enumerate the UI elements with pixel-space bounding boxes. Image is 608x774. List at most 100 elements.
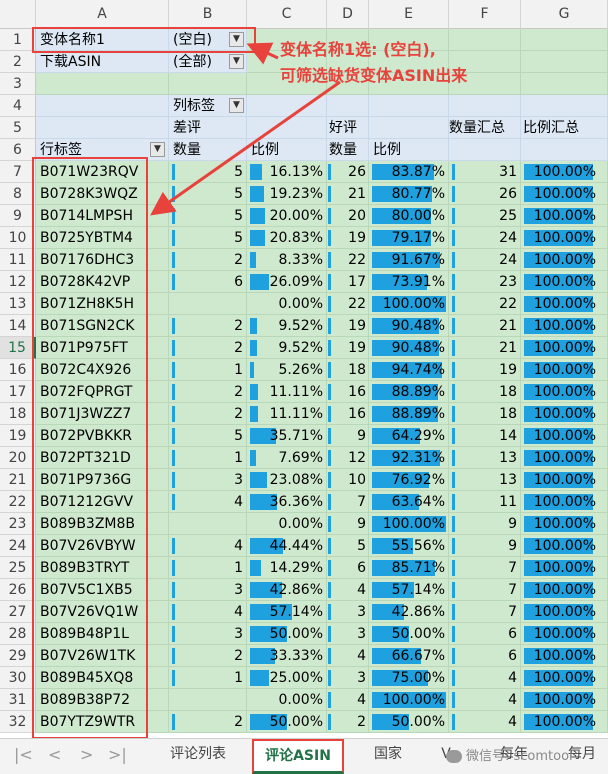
sheet-cell[interactable] bbox=[327, 513, 369, 535]
row-header[interactable]: 19 bbox=[0, 425, 36, 447]
sheet-cell[interactable] bbox=[36, 513, 169, 535]
row-header[interactable]: 22 bbox=[0, 491, 36, 513]
sheet-cell[interactable] bbox=[327, 469, 369, 491]
dropdown-arrow-icon[interactable]: ▼ bbox=[229, 54, 244, 69]
prev-sheet-icon[interactable]: < bbox=[48, 745, 62, 764]
first-sheet-icon[interactable]: |< bbox=[14, 745, 33, 764]
sheet-cell[interactable] bbox=[169, 315, 247, 337]
sheet-cell[interactable] bbox=[169, 579, 247, 601]
sheet-cell[interactable] bbox=[327, 205, 369, 227]
sheet-cell[interactable] bbox=[449, 359, 521, 381]
sheet-cell[interactable] bbox=[327, 117, 369, 139]
sheet-cell[interactable] bbox=[169, 711, 247, 733]
sheet-cell[interactable] bbox=[247, 557, 327, 579]
sheet-cell[interactable] bbox=[449, 117, 521, 139]
sheet-cell[interactable] bbox=[369, 139, 449, 161]
row-header[interactable]: 9 bbox=[0, 205, 36, 227]
sheet-cell[interactable] bbox=[327, 711, 369, 733]
row-header[interactable]: 5 bbox=[0, 117, 36, 139]
next-sheet-icon[interactable]: > bbox=[80, 745, 94, 764]
sheet-cell[interactable] bbox=[36, 579, 169, 601]
sheet-cell[interactable] bbox=[449, 337, 521, 359]
sheet-cell[interactable] bbox=[327, 557, 369, 579]
sheet-cell[interactable] bbox=[449, 139, 521, 161]
sheet-cell[interactable] bbox=[36, 139, 169, 161]
column-header[interactable]: D bbox=[327, 0, 369, 29]
filter-active-icon[interactable]: ▼ bbox=[150, 142, 165, 157]
dropdown-arrow-icon[interactable]: ▼ bbox=[229, 98, 244, 113]
sheet-cell[interactable] bbox=[36, 667, 169, 689]
sheet-cell[interactable] bbox=[36, 227, 169, 249]
sheet-cell[interactable] bbox=[327, 645, 369, 667]
sheet-tab[interactable]: 评论ASIN bbox=[252, 739, 344, 774]
sheet-cell[interactable] bbox=[327, 667, 369, 689]
column-header[interactable]: F bbox=[449, 0, 521, 29]
column-header[interactable]: A bbox=[36, 0, 169, 29]
sheet-cell[interactable] bbox=[327, 249, 369, 271]
sheet-tab[interactable]: 评论列表 bbox=[170, 746, 226, 762]
sheet-cell[interactable] bbox=[449, 249, 521, 271]
sheet-cell[interactable] bbox=[169, 403, 247, 425]
sheet-cell[interactable] bbox=[169, 51, 247, 73]
row-header[interactable]: 15 bbox=[0, 337, 36, 359]
sheet-cell[interactable] bbox=[449, 183, 521, 205]
sheet-cell[interactable] bbox=[36, 425, 169, 447]
sheet-cell[interactable] bbox=[169, 645, 247, 667]
sheet-cell[interactable] bbox=[169, 359, 247, 381]
sheet-cell[interactable] bbox=[247, 183, 327, 205]
sheet-cell[interactable] bbox=[449, 425, 521, 447]
sheet-cell[interactable] bbox=[449, 491, 521, 513]
sheet-cell[interactable] bbox=[169, 689, 247, 711]
row-header[interactable]: 21 bbox=[0, 469, 36, 491]
sheet-cell[interactable] bbox=[247, 689, 327, 711]
sheet-tab[interactable]: 国家 bbox=[374, 746, 402, 762]
sheet-cell[interactable] bbox=[449, 667, 521, 689]
row-header[interactable]: 23 bbox=[0, 513, 36, 535]
sheet-cell[interactable] bbox=[36, 359, 169, 381]
sheet-cell[interactable] bbox=[247, 227, 327, 249]
sheet-cell[interactable] bbox=[247, 513, 327, 535]
sheet-cell[interactable] bbox=[449, 315, 521, 337]
row-header[interactable]: 16 bbox=[0, 359, 36, 381]
sheet-cell[interactable] bbox=[449, 447, 521, 469]
sheet-cell[interactable] bbox=[327, 601, 369, 623]
sheet-cell[interactable] bbox=[247, 403, 327, 425]
row-header[interactable]: 27 bbox=[0, 601, 36, 623]
sheet-cell[interactable] bbox=[169, 337, 247, 359]
sheet-cell[interactable] bbox=[327, 183, 369, 205]
row-header[interactable]: 24 bbox=[0, 535, 36, 557]
sheet-cell[interactable] bbox=[327, 51, 369, 73]
sheet-cell[interactable] bbox=[169, 491, 247, 513]
sheet-cell[interactable] bbox=[247, 447, 327, 469]
sheet-cell[interactable] bbox=[36, 315, 169, 337]
sheet-cell[interactable] bbox=[327, 623, 369, 645]
sheet-cell[interactable] bbox=[449, 601, 521, 623]
sheet-cell[interactable] bbox=[169, 425, 247, 447]
sheet-cell[interactable] bbox=[247, 73, 327, 95]
sheet-cell[interactable] bbox=[449, 29, 521, 51]
column-header[interactable]: E bbox=[369, 0, 449, 29]
row-header[interactable]: 17 bbox=[0, 381, 36, 403]
sheet-cell[interactable] bbox=[449, 557, 521, 579]
sheet-cell[interactable] bbox=[327, 271, 369, 293]
sheet-cell[interactable] bbox=[449, 51, 521, 73]
sheet-cell[interactable] bbox=[247, 293, 327, 315]
sheet-cell[interactable] bbox=[449, 73, 521, 95]
sheet-cell[interactable] bbox=[327, 227, 369, 249]
sheet-cell[interactable] bbox=[36, 689, 169, 711]
sheet-cell[interactable] bbox=[36, 29, 169, 51]
sheet-cell[interactable] bbox=[36, 51, 169, 73]
sheet-cell[interactable] bbox=[169, 557, 247, 579]
column-header[interactable]: G bbox=[521, 0, 608, 29]
sheet-cell[interactable] bbox=[169, 29, 247, 51]
sheet-cell[interactable] bbox=[169, 469, 247, 491]
sheet-cell[interactable] bbox=[169, 249, 247, 271]
sheet-cell[interactable] bbox=[327, 95, 369, 117]
sheet-cell[interactable] bbox=[169, 205, 247, 227]
sheet-cell[interactable] bbox=[36, 535, 169, 557]
sheet-cell[interactable] bbox=[327, 579, 369, 601]
sheet-cell[interactable] bbox=[169, 117, 247, 139]
sheet-cell[interactable] bbox=[247, 205, 327, 227]
sheet-cell[interactable] bbox=[169, 271, 247, 293]
sheet-cell[interactable] bbox=[169, 447, 247, 469]
